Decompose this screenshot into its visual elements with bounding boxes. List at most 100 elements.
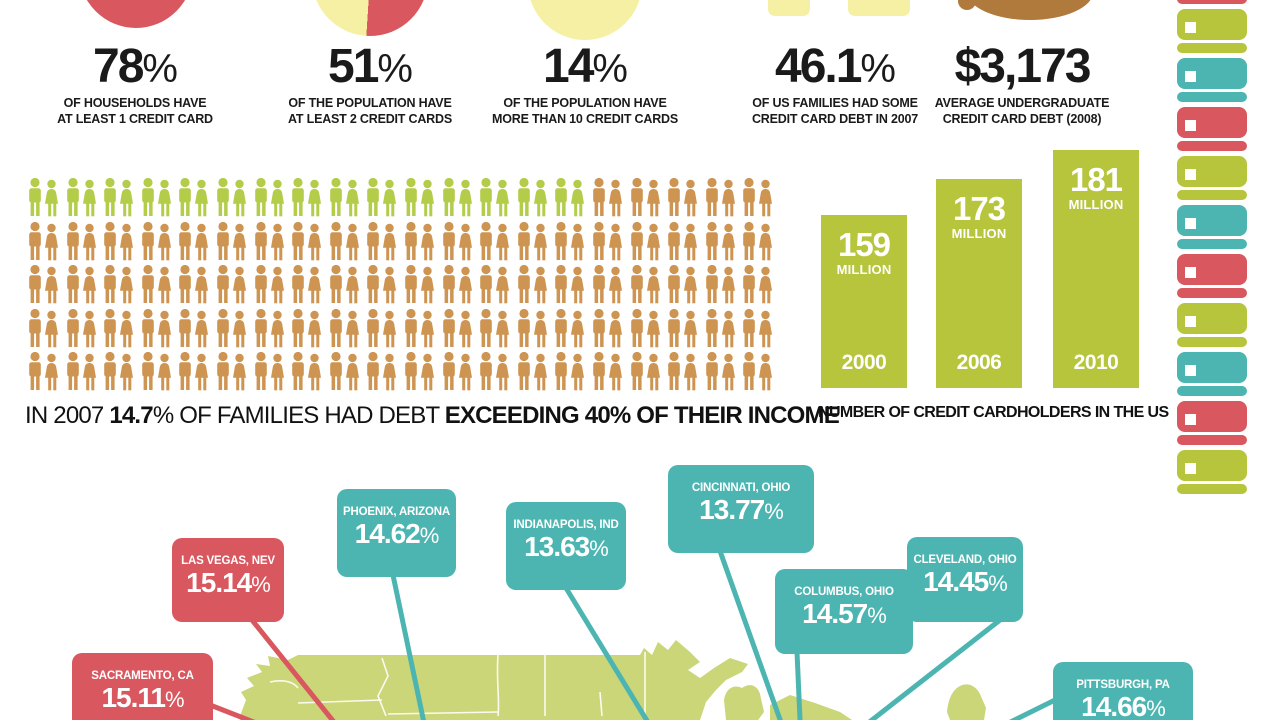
- couple-icon: [176, 265, 210, 305]
- stat-block-family-debt: 46.1% OF US FAMILIES HAD SOME CREDIT CARD…: [715, 40, 955, 127]
- couple-icon: [139, 308, 173, 349]
- couple-icon: [740, 221, 774, 262]
- bar-year: 2006: [956, 351, 1002, 374]
- couple-icon: [590, 352, 624, 392]
- couple-icon: [440, 265, 474, 305]
- bar-value: 159: [837, 226, 891, 263]
- couple-icon: [552, 308, 586, 349]
- couple-icon: [740, 352, 774, 392]
- stat-block-undergrad-debt: $3,173 AVERAGE UNDERGRADUATE CREDIT CARD …: [902, 43, 1142, 127]
- couple-icon: [628, 308, 662, 349]
- couple-icon: [402, 221, 436, 262]
- couple-icon: [703, 352, 737, 392]
- callout-value: 14.45%: [923, 566, 1008, 597]
- couple-icon: [552, 352, 586, 392]
- couple-icon: [515, 352, 549, 392]
- couple-icon: [628, 352, 662, 392]
- couple-icon: [402, 308, 436, 349]
- couple-icon: [214, 178, 248, 218]
- couple-icon: [289, 265, 323, 305]
- bar-year: 2010: [1073, 351, 1119, 374]
- couple-icon: [176, 178, 210, 218]
- bar-2000: 159 MILLION 2000: [821, 215, 907, 388]
- leader-line: [390, 572, 426, 720]
- callout-value: 15.11%: [101, 682, 184, 713]
- couple-icon: [101, 265, 135, 305]
- couple-icon: [665, 352, 699, 392]
- couple-icon: [590, 265, 624, 305]
- map-callout-cincinnati-ohio: CINCINNATI, OHIO 13.77%: [668, 465, 814, 553]
- couple-icon: [402, 178, 436, 218]
- couple-icon: [703, 221, 737, 262]
- couple-icon: [327, 308, 361, 349]
- couple-icon: [139, 221, 173, 262]
- stat-value: 46.1%: [775, 40, 896, 93]
- couple-icon: [590, 221, 624, 262]
- couple-icon: [64, 308, 98, 349]
- couple-icon: [590, 178, 624, 218]
- couple-icon: [740, 308, 774, 349]
- couple-icon: [402, 352, 436, 392]
- map-callout-phoenix-arizona: PHOENIX, ARIZONA 14.62%: [337, 489, 456, 577]
- couple-icon: [477, 265, 511, 305]
- bar-2010: 181 MILLION 2010: [1053, 150, 1139, 388]
- bar-value: 173: [952, 190, 1006, 227]
- couple-icon: [139, 178, 173, 218]
- couple-icon: [101, 178, 135, 218]
- callout-city: INDIANAPOLIS, IND: [513, 519, 619, 531]
- couple-icon: [740, 265, 774, 305]
- couple-icon: [515, 178, 549, 218]
- map-callout-pittsburgh-pa: PITTSBURGH, PA 14.66%: [1053, 662, 1193, 720]
- callout-city: PHOENIX, ARIZONA: [343, 506, 450, 518]
- couple-icon: [26, 178, 60, 218]
- couple-icon: [628, 221, 662, 262]
- couple-icon: [214, 221, 248, 262]
- debt-headline: IN 2007 14.7% OF FAMILIES HAD DEBT EXCEE…: [25, 402, 840, 429]
- couple-icon: [289, 308, 323, 349]
- bar-value: 181: [1069, 161, 1123, 198]
- couple-icon: [364, 178, 398, 218]
- bar-year: 2000: [841, 351, 887, 374]
- couple-icon: [64, 265, 98, 305]
- stat-value: 78%: [93, 40, 178, 93]
- couple-icon: [327, 221, 361, 262]
- map-callout-sacramento-ca: SACRAMENTO, CA 15.11%: [72, 653, 213, 720]
- couple-icon: [364, 352, 398, 392]
- map-callout-las-vegas-nev: LAS VEGAS, NEV 15.14%: [172, 538, 284, 622]
- yellow-tab-icon: [848, 0, 910, 16]
- couple-icon: [703, 265, 737, 305]
- leader-line: [202, 700, 256, 720]
- couple-icon: [703, 178, 737, 218]
- map-callout-cleveland-ohio: CLEVELAND, OHIO 14.45%: [907, 537, 1023, 622]
- couple-icon: [101, 221, 135, 262]
- couple-icon: [440, 308, 474, 349]
- couple-icon: [515, 308, 549, 349]
- pie-chart-icon-51: [312, 0, 428, 36]
- callout-value: 14.66%: [1081, 691, 1166, 720]
- yellow-tab-icon: [768, 0, 810, 16]
- couple-icon: [327, 178, 361, 218]
- couple-icon: [64, 221, 98, 262]
- couple-icon: [139, 265, 173, 305]
- couple-icon: [364, 221, 398, 262]
- couple-icon: [628, 265, 662, 305]
- bar-2006: 173 MILLION 2006: [936, 179, 1022, 388]
- stat-label: OF US FAMILIES HAD SOME CREDIT CARD DEBT …: [751, 96, 919, 126]
- couple-icon: [289, 178, 323, 218]
- couple-icon: [327, 265, 361, 305]
- couple-icon: [665, 265, 699, 305]
- bar-unit: MILLION: [1068, 197, 1124, 212]
- couple-icon: [64, 352, 98, 392]
- callout-city: SACRAMENTO, CA: [91, 670, 194, 682]
- stat-block-ten-cards: 14% OF THE POPULATION HAVE MORE THAN 10 C…: [465, 43, 705, 127]
- couple-icon: [26, 308, 60, 349]
- couple-icon: [665, 221, 699, 262]
- couple-icon: [252, 352, 286, 392]
- couple-icon: [703, 308, 737, 349]
- couple-icon: [101, 352, 135, 392]
- stat-label: OF THE POPULATION HAVE AT LEAST 2 CREDIT …: [288, 96, 452, 126]
- couple-icon: [440, 178, 474, 218]
- callout-city: PITTSBURGH, PA: [1076, 679, 1170, 691]
- callout-city: CINCINNATI, OHIO: [691, 482, 791, 494]
- callout-value: 15.14%: [186, 567, 271, 598]
